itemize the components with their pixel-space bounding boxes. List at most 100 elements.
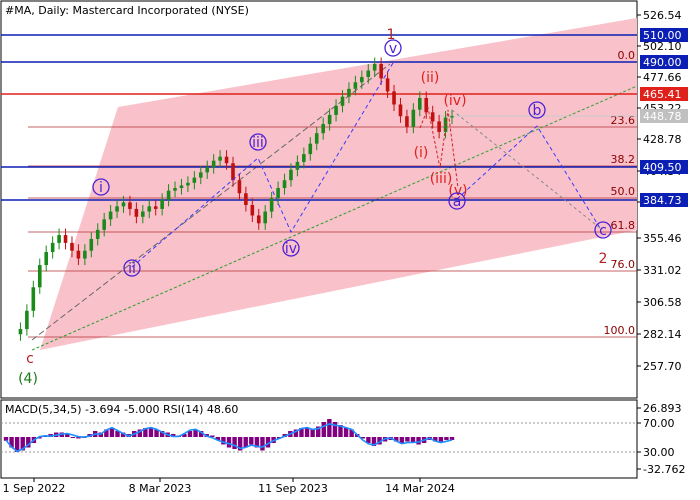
candle-body — [327, 114, 332, 125]
wave-label: (i) — [414, 145, 429, 161]
macd-bar — [70, 437, 76, 438]
y-tick-label: 257.70 — [643, 360, 682, 373]
candle-body — [385, 78, 390, 92]
price-tag-box — [640, 160, 688, 174]
candle-body — [198, 172, 203, 178]
macd-bar — [20, 437, 25, 451]
wave-circle — [123, 259, 141, 277]
forecast-abc — [456, 125, 601, 229]
candle-body — [308, 143, 313, 155]
macd-bar — [237, 437, 243, 451]
candle-body — [115, 206, 119, 212]
price-tag-box — [640, 55, 688, 69]
macd-bar — [76, 437, 81, 439]
wave-label: c — [599, 223, 607, 239]
wave-label: a — [453, 194, 462, 210]
fib-label: 100.0 — [604, 324, 636, 337]
fib-label: 23.6 — [611, 114, 636, 127]
macd-bar — [321, 422, 326, 437]
candle-body — [392, 91, 396, 105]
price-tag-box — [640, 109, 688, 123]
candle-body — [70, 242, 74, 251]
candle-body — [173, 188, 177, 191]
macd-bar — [377, 437, 382, 445]
forecast-grey — [451, 109, 601, 229]
candle-body — [44, 252, 49, 266]
chart-title: #MA, Daily: Mastercard Incorporated (NYS… — [5, 4, 249, 17]
sub-wave-path — [419, 106, 459, 189]
macd-bar — [115, 431, 120, 437]
wave-axis-line — [31, 63, 391, 341]
macd-bar — [349, 429, 354, 437]
wave-circle — [448, 192, 466, 210]
macd-bar — [254, 437, 260, 448]
wave-circle — [92, 178, 110, 196]
macd-bar — [137, 429, 142, 437]
fib-label: 61.8 — [611, 219, 636, 232]
macd-bar — [221, 437, 226, 445]
y-tick-label: 477.66 — [643, 71, 682, 84]
price-tag-label: 465.41 — [643, 88, 682, 101]
macd-bar — [143, 428, 148, 437]
candle-body — [282, 180, 287, 189]
wave-label: (iii) — [430, 171, 453, 187]
candle-body — [250, 205, 255, 216]
x-tick-label: 1 Sep 2022 — [3, 482, 66, 495]
price-tag-label: 384.73 — [643, 194, 682, 207]
candle-body — [450, 116, 454, 118]
price-tag-label: 409.50 — [643, 161, 682, 174]
candle-body — [347, 88, 351, 97]
candle-body — [31, 287, 36, 311]
rsi-line — [5, 423, 453, 453]
wave-circle — [249, 133, 267, 151]
macd-bar — [399, 437, 405, 443]
candle-body — [244, 193, 248, 206]
macd-bar — [182, 434, 187, 437]
candle-body — [256, 215, 261, 224]
candle-body — [379, 64, 383, 79]
forecast-paths — [131, 62, 601, 268]
price-tag-box — [640, 87, 688, 101]
candle-body — [25, 310, 29, 330]
macd-bar — [148, 428, 154, 437]
macd-bar — [410, 437, 416, 443]
x-tick-label: 11 Sep 2023 — [258, 482, 328, 495]
indicator-tick-label: 26.893 — [643, 402, 682, 415]
y-tick-label: 282.14 — [643, 328, 682, 341]
key-price-lines — [1, 34, 637, 201]
candle-body — [405, 116, 409, 127]
candle-body — [179, 185, 184, 189]
macd-bar — [187, 431, 193, 437]
indicator-tick-label: -32.762 — [643, 463, 685, 476]
price-tag-label: 510.00 — [643, 29, 682, 42]
candle-body — [121, 202, 126, 207]
price-tags: 510.00 490.00 465.41 448.78 409.50 384.73 — [640, 28, 688, 207]
candle-body — [276, 188, 280, 199]
wave-label: iii — [252, 135, 264, 151]
candle-body — [237, 180, 242, 194]
candle-body — [95, 229, 100, 239]
candle-body — [37, 265, 42, 288]
candle-body — [211, 160, 216, 168]
macd-bar — [316, 426, 321, 437]
wave-label: ii — [128, 261, 136, 277]
candle-body — [224, 156, 229, 164]
macd-bar — [26, 437, 31, 448]
price-tag-label: 448.78 — [643, 110, 682, 123]
trend-lines — [31, 63, 638, 351]
macd-bar — [159, 431, 165, 437]
macd-bar — [37, 437, 42, 439]
candle-body — [334, 105, 338, 115]
macd-bar — [299, 428, 304, 437]
macd-bar — [198, 431, 204, 437]
y-tick-label: 502.10 — [643, 40, 682, 53]
macd-bar — [327, 419, 332, 437]
candle-body — [314, 133, 319, 144]
macd-bar — [104, 429, 109, 437]
wave-label: (4) — [18, 371, 38, 387]
indicator-tick-label: 70.00 — [643, 417, 675, 430]
fib-label: 38.2 — [611, 153, 636, 166]
macd-bar — [371, 437, 377, 446]
wave-path-blue — [131, 62, 394, 268]
